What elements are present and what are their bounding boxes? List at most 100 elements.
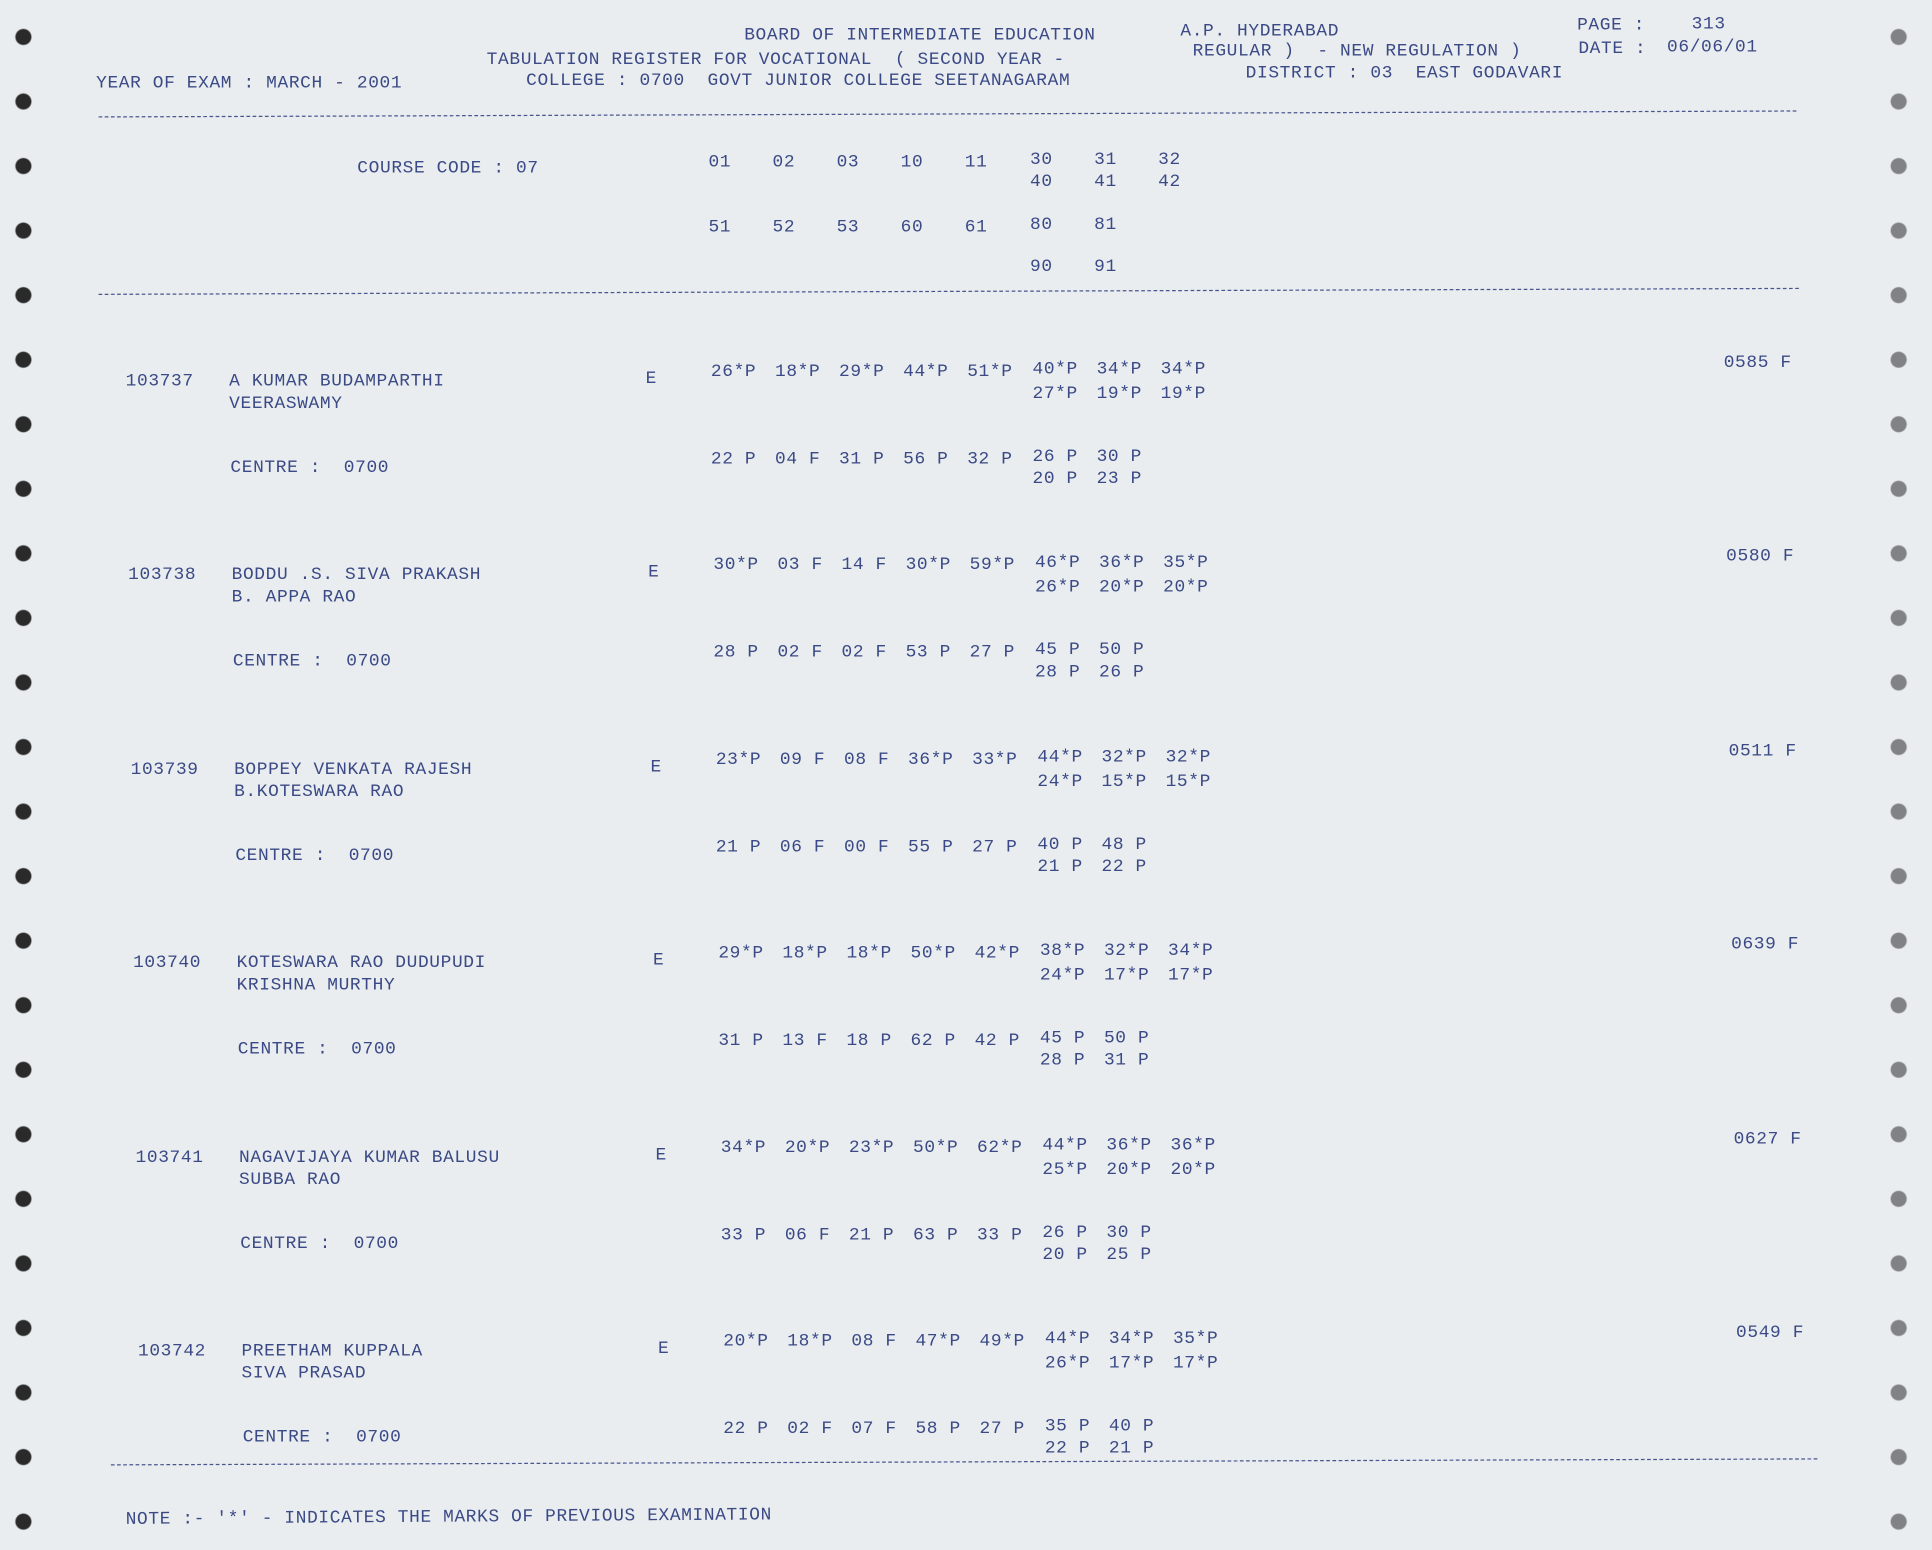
mark: 58 P [915,1419,961,1440]
footnote: NOTE :- '*' - INDICATES THE MARKS OF PRE… [125,1505,772,1531]
mark: 18*P [846,944,892,964]
mark: 21 P [1108,1439,1155,1459]
mark: 28 P [1039,1051,1086,1071]
course-subject: 40 [1030,172,1053,193]
mark: 06 F [784,1225,831,1246]
separator [98,287,1799,295]
mark: 34*P [1108,1329,1155,1350]
mark: 34*P [1160,359,1206,380]
mark: 63 P [912,1225,959,1246]
medium: E [653,951,665,972]
course-subject: 03 [836,152,860,173]
parent-name: SUBBA RAO [239,1169,342,1190]
course-subject: 30 [1030,150,1053,171]
mark: 22 P [723,1419,769,1440]
mark: 25*P [1042,1160,1088,1180]
mark: 30*P [905,556,951,576]
mark: 20*P [784,1137,831,1158]
mark: 20*P [1106,1160,1152,1180]
mark: 17*P [1168,966,1214,986]
mark: 27 P [979,1419,1025,1440]
mark: 50 P [1103,1029,1150,1049]
mark: 35*P [1163,553,1209,574]
total: 0549 F [1736,1323,1805,1343]
total: 0627 F [1733,1129,1802,1150]
parent-name: B. APPA RAO [231,588,357,608]
mark: 32*P [1101,747,1147,768]
mark: 08 F [843,750,890,770]
mark: 30 P [1096,447,1142,467]
course-subject: 41 [1094,172,1117,193]
mark: 36*P [1106,1135,1152,1156]
mark: 34*P [720,1137,767,1158]
board: BOARD OF INTERMEDIATE EDUCATION [744,25,1096,46]
mark: 56 P [903,449,949,470]
course-subject: 81 [1094,215,1117,236]
mark: 00 F [843,837,890,858]
course-subject: 80 [1030,215,1053,236]
mark: 25 P [1106,1245,1152,1265]
mark: 45 P [1039,1029,1086,1049]
medium: E [650,757,662,778]
mark: 30 P [1106,1222,1152,1243]
parent-name: KRISHNA MURTHY [236,976,396,996]
student-name: NAGAVIJAYA KUMAR BALUSU [239,1147,500,1168]
mark: 42*P [974,944,1020,964]
mark: 06 F [779,837,826,858]
mark: 32*P [1103,941,1150,962]
medium: E [655,1145,667,1166]
mark: 20*P [1163,578,1209,599]
perforation-right [1885,0,1913,1550]
mark: 40*P [1032,359,1078,380]
student-name: BOPPEY VENKATA RAJESH [234,759,473,780]
parent-name: SIVA PRASAD [241,1363,367,1384]
mark: 51*P [967,362,1013,382]
mark: 26*P [1034,578,1081,599]
mark: 26*P [1044,1354,1091,1374]
mark: 40 P [1108,1416,1155,1437]
mark: 42 P [974,1031,1020,1052]
mark: 31 P [839,449,885,470]
total: 0585 F [1723,353,1792,374]
mark: 50*P [912,1137,959,1158]
course-subject: 53 [836,218,860,238]
total: 0580 F [1726,547,1795,568]
mark: 48 P [1101,835,1147,855]
mark: 35 P [1044,1416,1091,1437]
mark: 44*P [903,362,949,382]
course-subject: 31 [1094,150,1117,171]
mark: 21 P [1037,857,1083,878]
mark: 14 F [841,556,887,576]
mark: 17*P [1172,1354,1219,1374]
mark: 50 P [1099,641,1145,661]
mark: 27 P [969,643,1016,664]
mark: 32*P [1165,747,1211,768]
mark: 50*P [910,944,956,964]
mark: 22 P [1101,857,1147,878]
centre: CENTRE : 0700 [237,1040,397,1060]
mark: 27*P [1032,384,1078,405]
mark: 62*P [977,1137,1023,1158]
mark: 20*P [1170,1160,1216,1180]
student-id: 103741 [135,1147,204,1168]
mark: 35*P [1172,1329,1219,1350]
mark: 34*P [1168,941,1214,962]
perforation-left [9,0,37,1550]
mark: 26*P [710,362,757,382]
course-subject: 52 [772,218,796,238]
location: A.P. HYDERABAD [1180,22,1340,42]
mark: 26 P [1099,663,1145,684]
parent-name: B.KOTESWARA RAO [234,782,405,802]
mark: 24*P [1039,966,1086,986]
course-subject: 11 [964,152,988,173]
course-subject: 61 [964,218,988,238]
mark: 59*P [969,556,1016,576]
student-name: A KUMAR BUDAMPARTHI [229,372,445,392]
centre: CENTRE : 0700 [240,1234,399,1254]
mark: 28 P [713,643,759,664]
mark: 49*P [979,1331,1025,1352]
page-label: PAGE : [1577,16,1646,36]
mark: 04 F [774,449,821,470]
course-subject: 90 [1030,257,1053,278]
